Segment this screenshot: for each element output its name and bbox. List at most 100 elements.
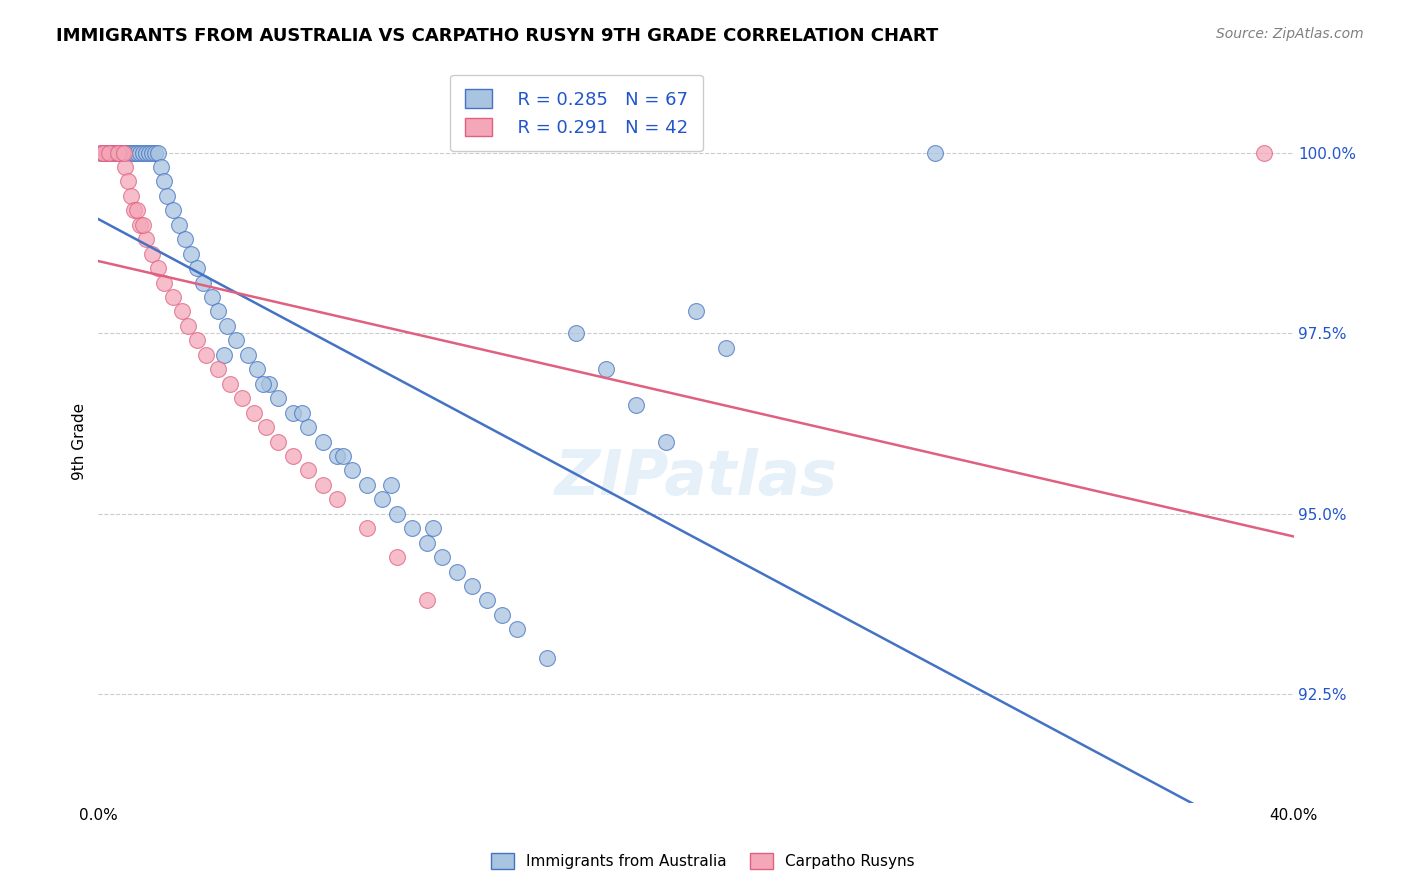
Point bbox=[162, 203, 184, 218]
Point bbox=[90, 145, 112, 160]
Point bbox=[153, 276, 176, 290]
Point bbox=[143, 145, 166, 160]
Point bbox=[385, 550, 409, 565]
Point bbox=[177, 318, 200, 333]
Point bbox=[108, 145, 131, 160]
Point bbox=[252, 376, 274, 391]
Point bbox=[212, 348, 235, 362]
Point bbox=[162, 290, 184, 304]
Point bbox=[186, 334, 208, 348]
Y-axis label: 9th Grade: 9th Grade bbox=[72, 403, 87, 480]
Point bbox=[141, 145, 163, 160]
Point bbox=[93, 145, 115, 160]
Point bbox=[107, 145, 129, 160]
Point bbox=[924, 145, 946, 160]
Point bbox=[186, 261, 208, 276]
Point bbox=[714, 341, 737, 355]
Point bbox=[267, 391, 290, 405]
Point bbox=[156, 189, 179, 203]
Point bbox=[127, 145, 149, 160]
Point bbox=[385, 507, 409, 521]
Point bbox=[129, 218, 152, 232]
Point bbox=[342, 463, 364, 477]
Point bbox=[120, 189, 142, 203]
Point bbox=[127, 203, 149, 218]
Point bbox=[356, 521, 378, 535]
Point bbox=[446, 565, 468, 579]
Point bbox=[191, 276, 214, 290]
Point bbox=[112, 145, 135, 160]
Point bbox=[135, 145, 157, 160]
Point bbox=[96, 145, 118, 160]
Point bbox=[311, 478, 333, 492]
Point bbox=[257, 376, 280, 391]
Point bbox=[120, 145, 142, 160]
Text: IMMIGRANTS FROM AUSTRALIA VS CARPATHO RUSYN 9TH GRADE CORRELATION CHART: IMMIGRANTS FROM AUSTRALIA VS CARPATHO RU… bbox=[56, 27, 938, 45]
Point bbox=[135, 232, 157, 246]
Point bbox=[124, 145, 146, 160]
Point bbox=[311, 434, 333, 449]
Point bbox=[132, 145, 155, 160]
Point bbox=[536, 651, 558, 665]
Point bbox=[195, 348, 218, 362]
Point bbox=[243, 406, 266, 420]
Point bbox=[491, 607, 513, 622]
Point bbox=[281, 449, 304, 463]
Point bbox=[117, 145, 139, 160]
Point bbox=[430, 550, 453, 565]
Point bbox=[174, 232, 197, 246]
Point bbox=[138, 145, 160, 160]
Point bbox=[416, 593, 439, 607]
Point bbox=[225, 334, 247, 348]
Point bbox=[172, 304, 194, 318]
Point bbox=[416, 535, 439, 549]
Point bbox=[180, 246, 202, 260]
Point bbox=[105, 145, 128, 160]
Point bbox=[655, 434, 678, 449]
Text: ZIPatlas: ZIPatlas bbox=[554, 448, 838, 508]
Point bbox=[267, 434, 290, 449]
Legend: Immigrants from Australia, Carpatho Rusyns: Immigrants from Australia, Carpatho Rusy… bbox=[485, 847, 921, 875]
Point bbox=[207, 304, 229, 318]
Point bbox=[401, 521, 423, 535]
Point bbox=[167, 218, 190, 232]
Point bbox=[685, 304, 707, 318]
Point bbox=[422, 521, 444, 535]
Point bbox=[626, 398, 648, 412]
Point bbox=[91, 145, 114, 160]
Point bbox=[297, 463, 319, 477]
Point bbox=[356, 478, 378, 492]
Point bbox=[97, 145, 120, 160]
Point bbox=[215, 318, 238, 333]
Point bbox=[380, 478, 402, 492]
Legend:   R = 0.285   N = 67,   R = 0.291   N = 42: R = 0.285 N = 67, R = 0.291 N = 42 bbox=[450, 75, 703, 152]
Point bbox=[111, 145, 134, 160]
Point bbox=[246, 362, 269, 376]
Point bbox=[254, 420, 277, 434]
Point bbox=[93, 145, 115, 160]
Point bbox=[371, 492, 394, 507]
Point bbox=[236, 348, 259, 362]
Point bbox=[153, 174, 176, 188]
Point bbox=[565, 326, 588, 341]
Point bbox=[506, 623, 529, 637]
Point bbox=[297, 420, 319, 434]
Point bbox=[90, 145, 112, 160]
Point bbox=[105, 145, 128, 160]
Point bbox=[150, 160, 173, 174]
Point bbox=[111, 145, 134, 160]
Point bbox=[103, 145, 125, 160]
Point bbox=[326, 449, 349, 463]
Point bbox=[114, 145, 136, 160]
Point bbox=[98, 145, 122, 160]
Point bbox=[148, 145, 170, 160]
Point bbox=[326, 492, 349, 507]
Point bbox=[117, 174, 139, 188]
Point bbox=[96, 145, 118, 160]
Point bbox=[1253, 145, 1275, 160]
Point bbox=[132, 218, 155, 232]
Point bbox=[461, 579, 484, 593]
Point bbox=[141, 246, 163, 260]
Point bbox=[595, 362, 617, 376]
Point bbox=[148, 261, 170, 276]
